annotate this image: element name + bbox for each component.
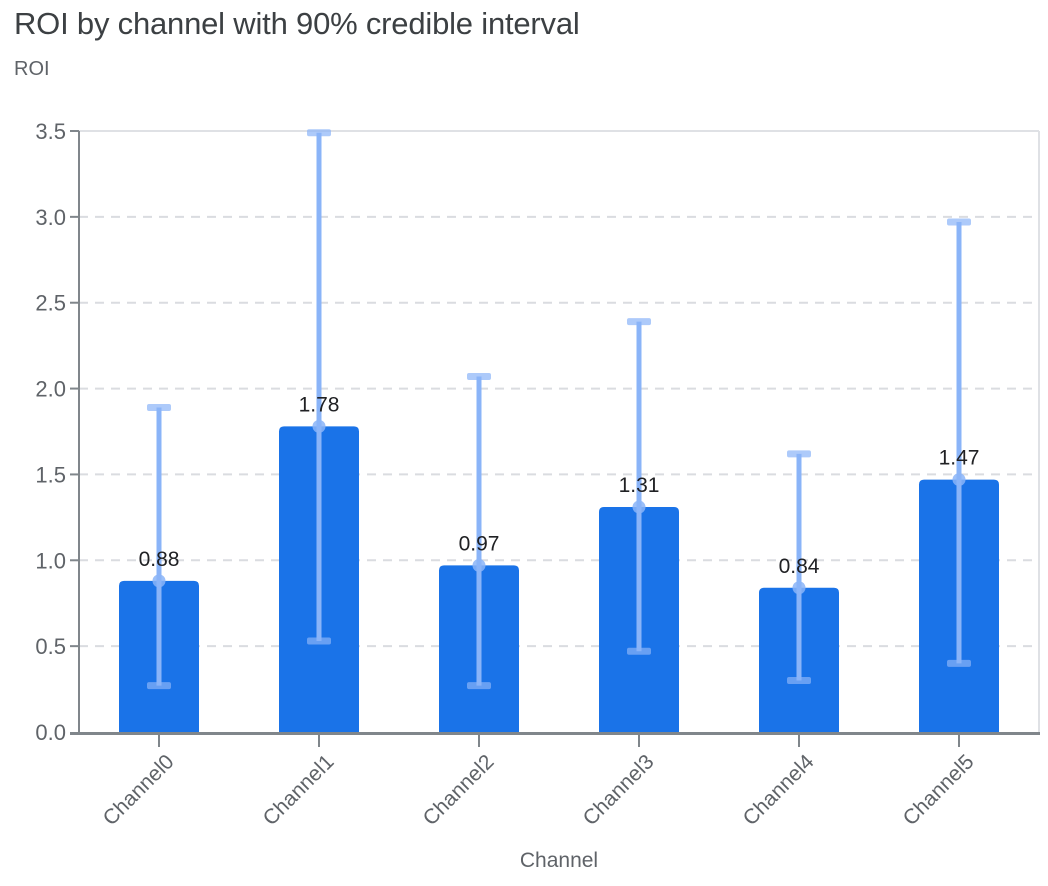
mean-marker-channel0 (152, 574, 166, 588)
x-axis-title: Channel (519, 849, 599, 872)
bar-value-label-channel2: 0.97 (459, 532, 500, 555)
mean-marker-channel5 (952, 473, 966, 487)
error-cap-lower-channel1 (307, 637, 331, 645)
error-cap-lower-channel5 (947, 659, 971, 667)
y-tick-label: 1.0 (35, 548, 66, 573)
x-tick-label-channel3: Channel3 (579, 750, 659, 830)
x-tick-label-channel0: Channel0 (99, 750, 179, 830)
x-tick-label-channel4: Channel4 (739, 750, 819, 830)
bar-value-label-channel4: 0.84 (779, 555, 820, 578)
mean-marker-channel2 (472, 558, 486, 572)
error-cap-upper-channel2 (467, 373, 491, 381)
x-tick-label-channel1: Channel1 (259, 750, 339, 830)
y-tick-label: 0.0 (35, 720, 66, 745)
y-tick-label: 3.0 (35, 205, 66, 230)
bar-value-label-channel0: 0.88 (139, 548, 180, 571)
chart-title: ROI by channel with 90% credible interva… (14, 6, 580, 41)
error-cap-upper-channel1 (307, 129, 331, 137)
mean-marker-channel3 (632, 500, 646, 514)
bar-value-label-channel1: 1.78 (299, 393, 340, 416)
y-tick-label: 2.5 (35, 291, 66, 316)
x-tick-label-channel5: Channel5 (899, 750, 979, 830)
bar-value-label-channel5: 1.47 (939, 447, 980, 470)
error-cap-lower-channel0 (147, 682, 171, 690)
y-tick-label: 2.0 (35, 377, 66, 402)
error-cap-upper-channel4 (787, 450, 811, 458)
error-cap-upper-channel0 (147, 403, 171, 411)
error-cap-lower-channel3 (627, 647, 651, 655)
error-cap-lower-channel2 (467, 682, 491, 690)
y-tick-label: 0.5 (35, 634, 66, 659)
error-cap-upper-channel3 (627, 318, 651, 326)
mean-marker-channel1 (312, 419, 326, 433)
error-cap-lower-channel4 (787, 676, 811, 684)
x-tick-label-channel2: Channel2 (419, 750, 499, 830)
y-tick-label: 1.5 (35, 462, 66, 487)
bar-value-label-channel3: 1.31 (619, 474, 660, 497)
y-axis-title: ROI (14, 58, 50, 80)
error-cap-upper-channel5 (947, 218, 971, 226)
y-tick-label: 3.5 (35, 119, 66, 144)
mean-marker-channel4 (792, 581, 806, 595)
